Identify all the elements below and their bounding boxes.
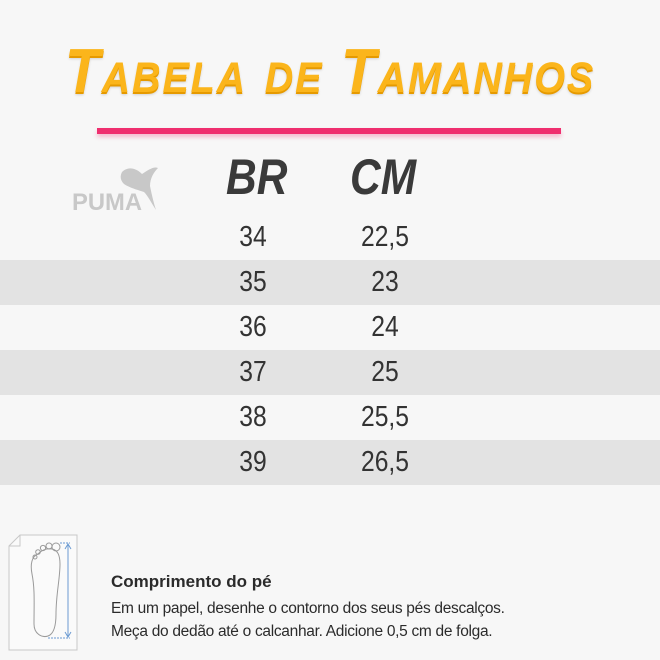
footer-line: Meça do dedão até o calcanhar. Adicione … xyxy=(111,623,493,640)
table-row: 38 25,5 xyxy=(0,395,660,440)
table-row: 36 24 xyxy=(0,305,660,350)
puma-logo: PUMA xyxy=(72,167,158,214)
table-row: 35 23 xyxy=(0,260,660,305)
foot-measure-icon xyxy=(8,534,78,651)
br-size: 34 xyxy=(239,221,267,253)
header-br: BR xyxy=(226,149,288,205)
table-row: 37 25 xyxy=(0,350,660,395)
footer-line: Em um papel, desenhe o contorno dos seus… xyxy=(111,600,505,617)
page-title: Tabela de Tamanhos xyxy=(64,37,596,106)
cm-size: 22,5 xyxy=(361,221,409,253)
table-row: 34 22,5 xyxy=(0,215,660,260)
cm-size: 24 xyxy=(371,311,399,343)
br-size: 39 xyxy=(239,446,267,478)
header-cm: CM xyxy=(350,149,417,205)
br-size: 36 xyxy=(239,311,267,343)
br-size: 38 xyxy=(239,401,267,433)
divider xyxy=(97,128,561,134)
br-size: 35 xyxy=(239,266,267,298)
br-size: 37 xyxy=(239,356,267,388)
cm-size: 23 xyxy=(371,266,399,298)
cm-size: 26,5 xyxy=(361,446,409,478)
table-row: 39 26,5 xyxy=(0,440,660,485)
footer-heading: Comprimento do pé xyxy=(111,572,272,591)
svg-text:PUMA: PUMA xyxy=(72,189,142,214)
cm-size: 25 xyxy=(371,356,399,388)
cm-size: 25,5 xyxy=(361,401,409,433)
